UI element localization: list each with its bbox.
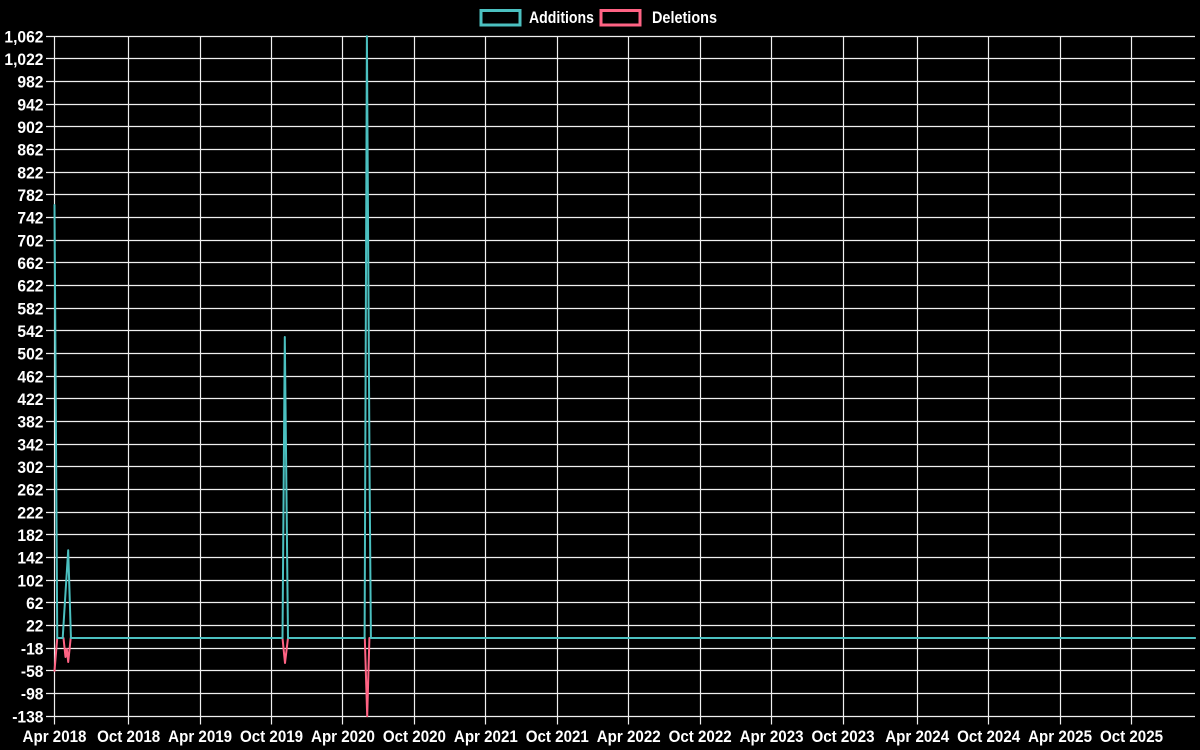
svg-text:342: 342	[17, 435, 43, 454]
svg-text:Apr 2022: Apr 2022	[597, 727, 661, 746]
svg-text:302: 302	[17, 458, 43, 477]
svg-text:Apr 2019: Apr 2019	[168, 727, 232, 746]
svg-text:982: 982	[17, 73, 43, 92]
svg-text:822: 822	[17, 163, 43, 182]
svg-text:Oct 2025: Oct 2025	[1100, 727, 1163, 746]
svg-text:262: 262	[17, 481, 43, 500]
svg-text:62: 62	[26, 594, 43, 613]
svg-text:542: 542	[17, 322, 43, 341]
svg-text:382: 382	[17, 413, 43, 432]
svg-text:Additions: Additions	[529, 8, 594, 27]
svg-text:422: 422	[17, 390, 43, 409]
svg-text:-98: -98	[21, 685, 44, 704]
svg-text:902: 902	[17, 118, 43, 137]
svg-text:Deletions: Deletions	[652, 8, 717, 27]
svg-text:Apr 2021: Apr 2021	[454, 727, 518, 746]
svg-text:462: 462	[17, 367, 43, 386]
svg-text:Apr 2025: Apr 2025	[1028, 727, 1092, 746]
svg-text:Oct 2022: Oct 2022	[669, 727, 732, 746]
svg-text:-18: -18	[21, 639, 44, 658]
svg-text:622: 622	[17, 277, 43, 296]
svg-text:22: 22	[26, 617, 43, 636]
svg-text:Oct 2020: Oct 2020	[383, 727, 446, 746]
svg-text:-138: -138	[12, 707, 43, 726]
svg-text:1,022: 1,022	[4, 50, 43, 69]
svg-text:222: 222	[17, 503, 43, 522]
svg-text:Apr 2020: Apr 2020	[311, 727, 375, 746]
svg-text:Oct 2023: Oct 2023	[811, 727, 874, 746]
svg-text:502: 502	[17, 345, 43, 364]
svg-text:Oct 2024: Oct 2024	[957, 727, 1021, 746]
svg-text:-58: -58	[21, 662, 44, 681]
svg-text:742: 742	[17, 209, 43, 228]
svg-text:942: 942	[17, 95, 43, 114]
svg-text:702: 702	[17, 231, 43, 250]
svg-text:1,062: 1,062	[4, 27, 43, 46]
svg-text:Oct 2019: Oct 2019	[240, 727, 303, 746]
svg-text:Apr 2024: Apr 2024	[885, 727, 949, 746]
svg-text:142: 142	[17, 549, 43, 568]
svg-text:662: 662	[17, 254, 43, 273]
svg-text:Apr 2023: Apr 2023	[740, 727, 804, 746]
svg-text:102: 102	[17, 571, 43, 590]
svg-text:Apr 2018: Apr 2018	[23, 727, 87, 746]
svg-text:182: 182	[17, 526, 43, 545]
svg-text:862: 862	[17, 141, 43, 160]
svg-text:582: 582	[17, 299, 43, 318]
svg-text:782: 782	[17, 186, 43, 205]
svg-text:Oct 2021: Oct 2021	[526, 727, 589, 746]
svg-text:Oct 2018: Oct 2018	[97, 727, 160, 746]
